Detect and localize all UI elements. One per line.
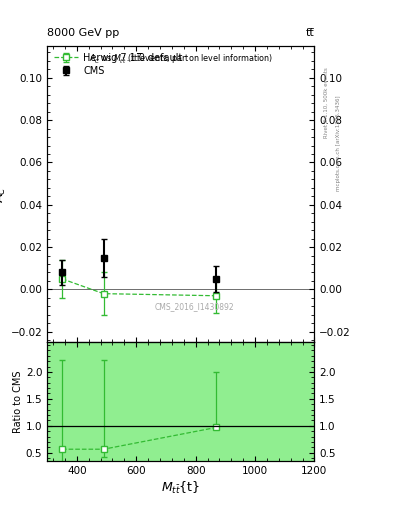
Y-axis label: A$_C$: A$_C$ [0, 186, 8, 203]
X-axis label: $M_{t\bar{t}}${t}: $M_{t\bar{t}}${t} [161, 480, 200, 496]
Text: mcplots.cern.ch [arXiv:1306.3436]: mcplots.cern.ch [arXiv:1306.3436] [336, 96, 341, 191]
Text: 8000 GeV pp: 8000 GeV pp [47, 28, 119, 38]
Y-axis label: Ratio to CMS: Ratio to CMS [13, 370, 23, 433]
Text: tt̅: tt̅ [306, 28, 314, 38]
Text: CMS_2016_I1430892: CMS_2016_I1430892 [154, 302, 234, 311]
Text: $A_C$ vs $M_{t\bar{t}}$ (tt$\overline{\rm{t}}$events, parton level information): $A_C$ vs $M_{t\bar{t}}$ (tt$\overline{\r… [89, 51, 273, 66]
Legend: Herwig 7.1.0 default, CMS: Herwig 7.1.0 default, CMS [52, 51, 184, 78]
Text: Rivet 3.1.10, 500k events: Rivet 3.1.10, 500k events [324, 67, 329, 138]
